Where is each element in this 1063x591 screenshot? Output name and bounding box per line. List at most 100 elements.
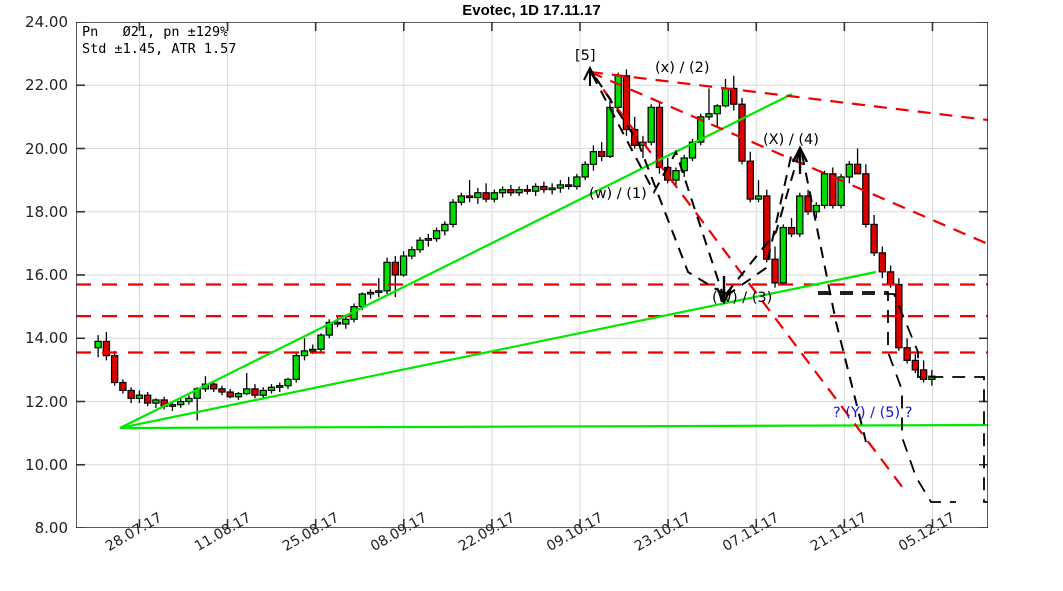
elliott-zigzag-3 <box>725 149 801 295</box>
wave4-up-arrow <box>791 145 809 174</box>
candle-body <box>152 399 160 404</box>
candle-body <box>820 173 829 207</box>
candle-body <box>845 163 854 178</box>
wave-label: (X) / (4) <box>763 132 819 148</box>
candle-body <box>358 293 366 308</box>
candle-body <box>540 185 548 191</box>
candle-body <box>647 106 655 143</box>
candle-body <box>754 195 763 200</box>
candle-body <box>614 75 622 108</box>
candle-body <box>589 151 598 165</box>
candle-body <box>837 176 845 207</box>
candle-body <box>878 252 887 273</box>
candle-body <box>490 192 499 200</box>
candle-body <box>853 163 862 175</box>
candle-body <box>672 170 680 181</box>
candle-body <box>523 189 532 192</box>
candle-body <box>713 105 721 115</box>
candle-body <box>119 381 127 392</box>
indicator-info-box: Pn Ø21, pn ±129% Std ±1.45, ATR 1.57 <box>82 24 236 58</box>
candle-body <box>300 350 309 357</box>
candle-body <box>738 103 746 162</box>
wave-label: ? (Y) / (5) ? <box>833 405 913 421</box>
candle-body <box>498 189 507 194</box>
wave-label: (W) / (3) <box>712 290 773 306</box>
wave3-down-arrow <box>715 276 733 305</box>
candle-body <box>110 355 119 384</box>
candle-body <box>804 195 812 213</box>
candle-body <box>680 157 688 172</box>
red-fan-line-2 <box>589 70 988 246</box>
candle-body <box>688 141 697 159</box>
candle-body <box>168 404 177 407</box>
candle-body <box>531 185 540 192</box>
candle-body <box>763 195 771 260</box>
candle-body <box>886 271 895 286</box>
candle-body <box>441 223 449 232</box>
candle-body <box>919 369 928 380</box>
y-axis-tick-label: 10.00 <box>25 455 68 474</box>
candle-body <box>185 397 193 403</box>
candle-body <box>911 359 920 371</box>
candle-body <box>564 184 573 188</box>
candle-body <box>829 173 837 207</box>
wave-label: [5] <box>575 48 596 64</box>
projection-path-2 <box>818 293 988 503</box>
candle-body <box>127 389 135 399</box>
info-line-2: Std ±1.45, ATR 1.57 <box>82 41 237 57</box>
y-axis-tick-label: 14.00 <box>25 329 68 348</box>
candle-body <box>771 258 779 284</box>
candle-body <box>309 348 317 352</box>
candle-body <box>375 290 383 294</box>
candle-body <box>622 75 631 131</box>
candle-body <box>779 226 787 284</box>
candle-body <box>457 195 466 203</box>
wave5-up-arrow <box>583 65 597 86</box>
candle-body <box>342 318 350 325</box>
green-trendline-2 <box>119 270 877 430</box>
chart-canvas <box>76 22 988 528</box>
candle-body <box>870 223 878 254</box>
candle-body <box>408 249 416 257</box>
horizontal-level-lines <box>76 283 988 354</box>
info-line-1: Pn Ø21, pn ±129% <box>82 24 229 40</box>
candle-body <box>218 388 226 393</box>
y-axis-tick-label: 16.00 <box>25 266 68 284</box>
candle-body <box>581 163 589 178</box>
candle-body <box>292 355 300 380</box>
candle-body <box>655 106 664 169</box>
red-fan-line-3 <box>589 71 907 493</box>
elliott-zigzag-1 <box>591 73 725 299</box>
candle-body <box>383 261 391 292</box>
candle-body <box>102 340 111 357</box>
candle-body <box>556 184 565 189</box>
candle-body <box>416 239 424 251</box>
candle-body <box>597 151 606 158</box>
candle-body <box>251 388 259 396</box>
trendline-overlays <box>119 65 988 503</box>
candle-body <box>234 392 243 398</box>
candle-body <box>482 192 490 200</box>
green-trendline-3 <box>119 423 988 430</box>
y-axis-tick-label: 24.00 <box>25 13 68 31</box>
candle-body <box>697 116 705 143</box>
candlestick-series <box>94 69 936 421</box>
elliott-zigzag-5 <box>801 153 867 443</box>
candle-body <box>143 394 152 404</box>
wave-label: (w) / (1) <box>589 186 647 202</box>
candle-body <box>276 385 284 388</box>
plot-area <box>76 22 988 528</box>
candle-body <box>507 189 515 194</box>
candle-body <box>449 201 457 225</box>
candle-body <box>862 173 870 226</box>
candle-body <box>176 400 185 406</box>
green-trendline-1 <box>119 93 793 429</box>
y-axis-tick-label: 12.00 <box>25 392 68 411</box>
gridlines <box>76 22 988 528</box>
candle-body <box>333 321 342 325</box>
projection-path-1 <box>818 291 956 503</box>
candle-body <box>284 378 292 387</box>
candle-body <box>474 192 482 199</box>
candle-body <box>796 195 804 235</box>
